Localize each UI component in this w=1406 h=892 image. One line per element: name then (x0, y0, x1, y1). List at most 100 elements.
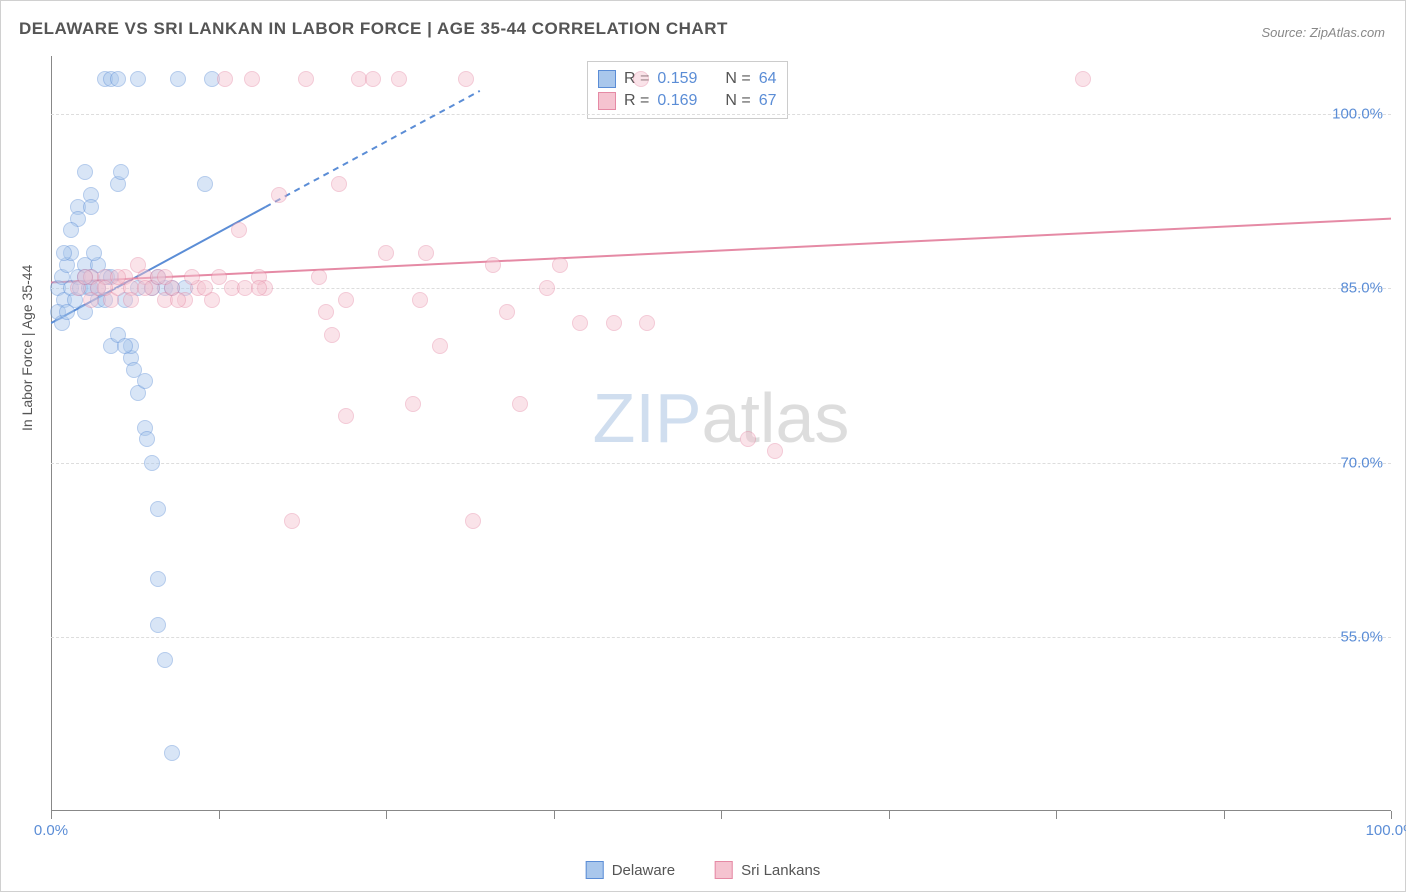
legend-swatch (586, 861, 604, 879)
x-tick (554, 811, 555, 819)
x-tick (1056, 811, 1057, 819)
legend-row: R =0.159N =64 (598, 68, 777, 90)
series-legend: Delaware Sri Lankans (586, 861, 821, 879)
scatter-marker (83, 292, 99, 308)
scatter-marker (164, 745, 180, 761)
x-tick (1391, 811, 1392, 819)
gridline-h (51, 114, 1391, 115)
scatter-marker (110, 269, 126, 285)
scatter-marker (1075, 71, 1091, 87)
legend-r-value: 0.169 (657, 92, 697, 110)
scatter-marker (150, 501, 166, 517)
legend-swatch (598, 70, 616, 88)
x-tick-label: 0.0% (34, 822, 68, 839)
scatter-marker (767, 443, 783, 459)
scatter-marker (338, 408, 354, 424)
watermark-prefix: ZIP (593, 379, 702, 457)
legend-r-value: 0.159 (657, 70, 697, 88)
chart-title: DELAWARE VS SRI LANKAN IN LABOR FORCE | … (19, 19, 728, 39)
scatter-marker (412, 292, 428, 308)
scatter-marker (606, 315, 622, 331)
scatter-marker (740, 431, 756, 447)
scatter-marker (331, 176, 347, 192)
scatter-marker (59, 304, 75, 320)
scatter-marker (137, 280, 153, 296)
scatter-marker (499, 304, 515, 320)
x-tick (721, 811, 722, 819)
scatter-marker (130, 71, 146, 87)
scatter-marker (485, 257, 501, 273)
scatter-marker (63, 222, 79, 238)
legend-item: Delaware (586, 861, 675, 879)
y-tick-label: 70.0% (1340, 454, 1383, 471)
scatter-marker (572, 315, 588, 331)
x-tick-label: 100.0% (1366, 822, 1406, 839)
scatter-marker (197, 280, 213, 296)
legend-swatch (715, 861, 733, 879)
y-tick-label: 55.0% (1340, 628, 1383, 645)
scatter-marker (137, 373, 153, 389)
scatter-marker (391, 71, 407, 87)
scatter-marker (458, 71, 474, 87)
scatter-marker (324, 327, 340, 343)
scatter-marker (338, 292, 354, 308)
scatter-marker (86, 245, 102, 261)
legend-swatch (598, 92, 616, 110)
scatter-marker (405, 396, 421, 412)
scatter-marker (150, 617, 166, 633)
x-tick (51, 811, 52, 819)
x-tick (386, 811, 387, 819)
legend-n-value: 64 (759, 70, 777, 88)
scatter-marker (365, 71, 381, 87)
scatter-marker (170, 71, 186, 87)
legend-row: R = 0.169 N = 67 (598, 90, 777, 112)
scatter-marker (144, 455, 160, 471)
y-tick-label: 85.0% (1340, 280, 1383, 297)
x-tick (889, 811, 890, 819)
x-tick (219, 811, 220, 819)
scatter-marker (432, 338, 448, 354)
scatter-marker (217, 71, 233, 87)
scatter-marker (378, 245, 394, 261)
y-tick-label: 100.0% (1332, 106, 1383, 123)
scatter-marker (318, 304, 334, 320)
scatter-marker (639, 315, 655, 331)
scatter-marker (83, 199, 99, 215)
watermark: ZIPatlas (593, 378, 850, 458)
chart-container: DELAWARE VS SRI LANKAN IN LABOR FORCE | … (0, 0, 1406, 892)
scatter-marker (311, 269, 327, 285)
legend-label: Delaware (612, 862, 675, 879)
scatter-marker (512, 396, 528, 412)
scatter-marker (197, 176, 213, 192)
legend-n-label: N = (725, 70, 750, 88)
scatter-marker (56, 245, 72, 261)
scatter-marker (97, 280, 113, 296)
trend-lines (51, 56, 1391, 811)
scatter-marker (298, 71, 314, 87)
x-tick (1224, 811, 1225, 819)
legend-item: Sri Lankans (715, 861, 820, 879)
scatter-marker (231, 222, 247, 238)
scatter-marker (157, 652, 173, 668)
legend-n-label: N = (725, 92, 750, 110)
scatter-marker (271, 187, 287, 203)
y-axis-line (51, 56, 52, 811)
scatter-marker (539, 280, 555, 296)
scatter-marker (117, 338, 133, 354)
scatter-marker (633, 71, 649, 87)
source-label: Source: ZipAtlas.com (1261, 25, 1385, 40)
scatter-marker (184, 269, 200, 285)
legend-r-label: R = (624, 92, 649, 110)
scatter-marker (170, 292, 186, 308)
scatter-marker (418, 245, 434, 261)
scatter-marker (244, 71, 260, 87)
legend-label: Sri Lankans (741, 862, 820, 879)
scatter-marker (465, 513, 481, 529)
scatter-marker (139, 431, 155, 447)
scatter-marker (113, 164, 129, 180)
legend-n-value: 67 (759, 92, 777, 110)
scatter-marker (211, 269, 227, 285)
scatter-marker (110, 71, 126, 87)
scatter-marker (284, 513, 300, 529)
y-axis-label: In Labor Force | Age 35-44 (19, 265, 35, 431)
